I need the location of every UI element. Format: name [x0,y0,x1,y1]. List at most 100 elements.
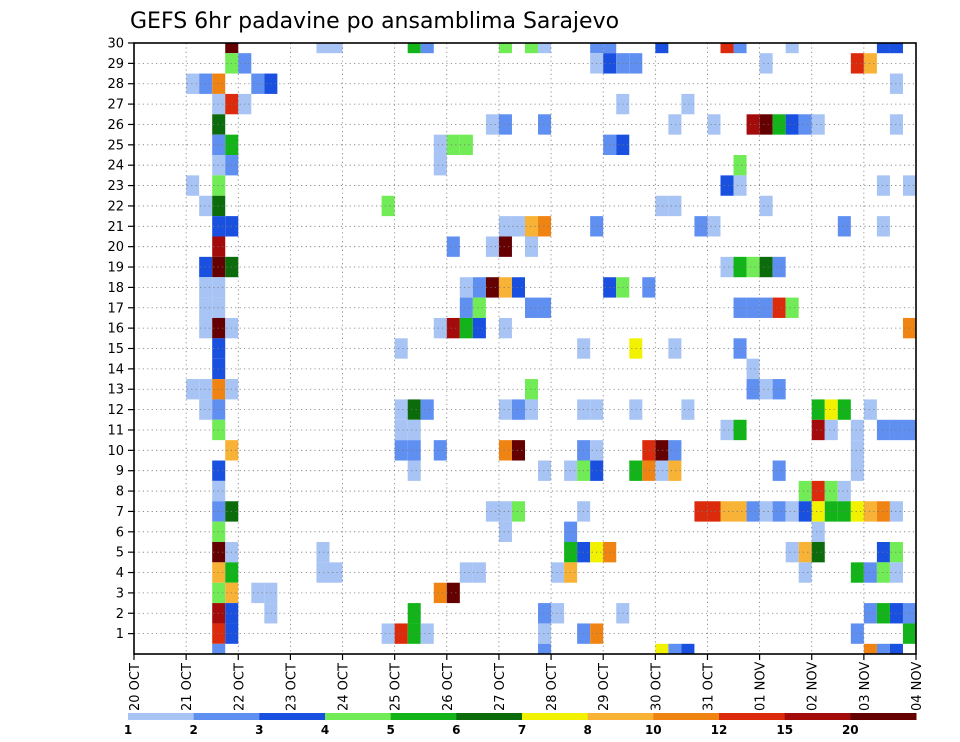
heatmap-cell [186,73,200,94]
heatmap-cell [720,256,734,278]
heatmap-cell [394,399,408,420]
heatmap-cell [772,460,786,481]
y-tick-label: 15 [107,342,124,357]
heatmap-cell [420,43,434,54]
heatmap-cell [668,195,682,217]
y-tick-label: 18 [107,281,124,296]
heatmap-cell [225,43,239,54]
heatmap-cell [459,317,473,339]
x-tick-label: 20 OCT [128,663,143,711]
heatmap-cell [590,43,604,54]
y-tick-label: 5 [116,546,124,561]
colorbar-swatch [522,713,589,720]
colorbar-label: 3 [255,723,263,737]
colorbar-swatch [456,713,523,720]
y-tick-label: 25 [107,138,124,153]
heatmap-cell [433,317,447,339]
heatmap-cell [850,501,864,522]
y-tick-label: 2 [116,607,124,622]
heatmap-cell [316,541,330,563]
heatmap-cell [459,277,473,298]
colorbar-swatch [719,713,786,720]
heatmap-cell [772,297,786,318]
heatmap-cell [329,43,343,54]
x-tick-label: 23 OCT [284,663,299,711]
heatmap-cell [798,114,812,135]
heatmap-cell [811,521,825,542]
heatmap-cell [785,43,799,54]
y-tick-label: 4 [116,566,124,581]
heatmap-cell [668,440,682,461]
heatmap-cell [720,175,734,196]
colorbar-label: 8 [584,723,592,737]
heatmap-cell [446,236,460,257]
heatmap-cell [498,277,512,298]
heatmap-cell [720,43,734,54]
heatmap-cell [824,399,838,420]
heatmap-cell [498,399,512,420]
x-tick-label: 25 OCT [389,663,404,711]
heatmap-cell [876,501,890,522]
colorbar-label: 2 [190,723,198,737]
heatmap-cell [681,93,695,115]
colorbar-label: 4 [321,723,329,737]
heatmap-cell [199,195,213,217]
heatmap-cell [824,480,838,502]
heatmap-cell [498,317,512,339]
heatmap-cell [876,562,890,583]
heatmap-cell [772,501,786,522]
heatmap-cell [525,399,539,420]
heatmap-cell [759,297,773,318]
colorbar-label: 12 [711,723,728,737]
heatmap-cell [681,643,695,654]
heatmap-cell [720,501,734,522]
x-tick-label: 02 NOV [806,662,821,711]
heatmap-cell [485,277,499,298]
heatmap-cell [798,480,812,502]
heatmap-cell [759,195,773,217]
chart-title: GEFS 6hr padavine po ansamblima Sarajevo [130,9,619,34]
heatmap-cell [199,379,213,400]
y-tick-label: 30 [107,37,124,52]
heatmap-cell [707,216,721,237]
heatmap-cell [186,379,200,400]
heatmap-cell [407,419,421,441]
heatmap-cell [316,562,330,583]
heatmap-cell [538,216,552,237]
heatmap-cell [785,501,799,522]
heatmap-cell [733,501,747,522]
heatmap-cell [433,134,447,156]
colorbar-label: 15 [776,723,793,737]
y-tick-label: 12 [107,403,124,418]
heatmap-cell [329,562,343,583]
y-tick-label: 10 [107,444,124,459]
heatmap-cell [876,175,890,196]
heatmap-cell [876,419,890,441]
heatmap-cell [785,541,799,563]
heatmap-cell [199,73,213,94]
heatmap-cell [889,419,903,441]
colorbar-label: 1 [124,723,132,737]
y-axis: 1234567891011121314151617181920212223242… [107,37,134,642]
heatmap-cell [837,480,851,502]
heatmap-cell [407,399,421,420]
colorbar-label: 7 [518,723,526,737]
heatmap-cell [407,440,421,461]
heatmap-cell [407,43,421,54]
heatmap-cell [746,297,760,318]
heatmap-cell [811,399,825,420]
heatmap-cell [446,134,460,156]
colorbar-swatch [390,713,457,720]
heatmap-cell [316,43,330,54]
x-tick-label: 01 NOV [754,662,769,711]
heatmap-cell [485,236,499,257]
heatmap-cell [850,419,864,441]
heatmap-cell [655,43,669,54]
heatmap-cell [212,643,226,654]
heatmap-cell [485,114,499,135]
heatmap-cell [394,623,408,644]
y-tick-label: 21 [107,220,124,235]
heatmap-cell [394,419,408,441]
y-tick-label: 3 [116,586,124,601]
